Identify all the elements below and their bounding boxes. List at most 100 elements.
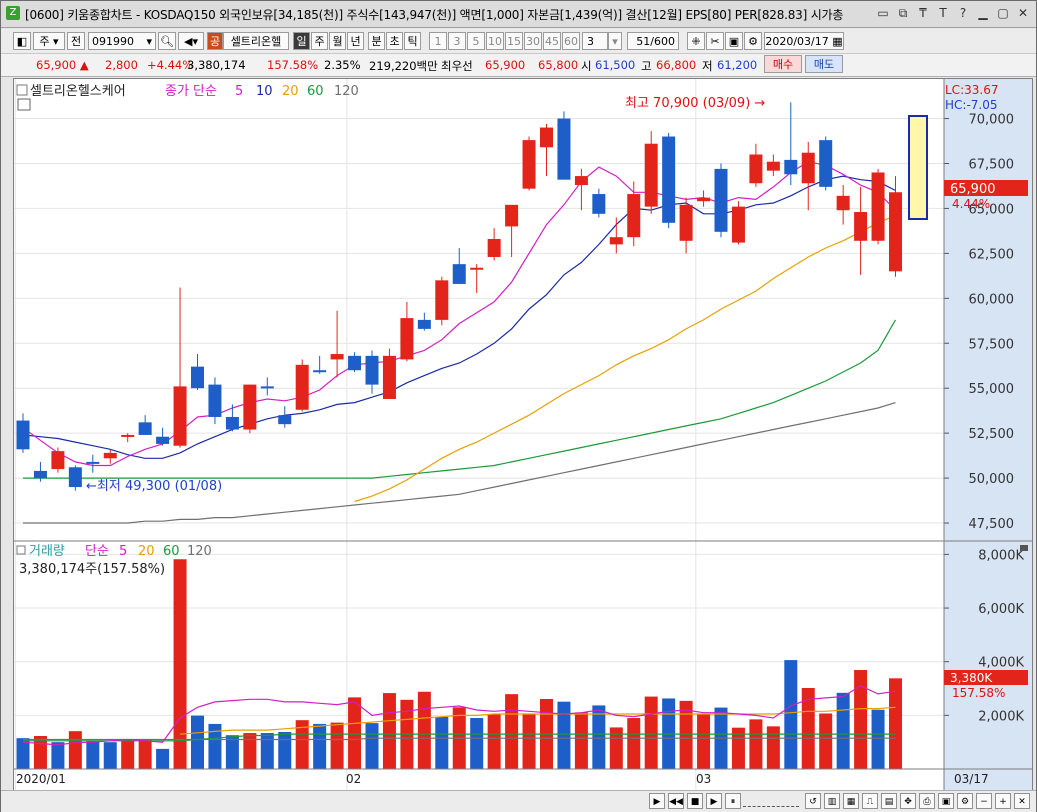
volume-bar[interactable]	[749, 719, 763, 769]
volume-bar[interactable]	[522, 713, 536, 769]
interval-button-15[interactable]: 15	[505, 32, 523, 50]
legend-checkbox-icon[interactable]	[16, 84, 28, 96]
period-button-0[interactable]: 일	[293, 32, 310, 50]
volume-bar[interactable]	[557, 701, 571, 769]
grid-toggle-icon[interactable]	[17, 98, 31, 111]
ma60-line[interactable]	[23, 319, 897, 479]
candle[interactable]	[836, 185, 850, 225]
forecast-box[interactable]	[908, 115, 928, 220]
settings-icon[interactable]: ⚙	[744, 32, 762, 50]
candle[interactable]	[382, 348, 396, 399]
candle[interactable]	[330, 310, 344, 378]
scale-icon[interactable]: ▤	[881, 793, 897, 809]
nav-pause-icon[interactable]: ⏸	[725, 793, 741, 809]
nav-stop-icon[interactable]: ■	[687, 793, 703, 809]
volume-bar[interactable]	[348, 697, 362, 769]
save-icon[interactable]: ▣	[725, 32, 743, 50]
candle[interactable]	[86, 454, 100, 473]
volume-bar[interactable]	[260, 733, 274, 769]
candle[interactable]	[766, 154, 780, 177]
volume-bar[interactable]	[138, 740, 152, 769]
volume-bar[interactable]	[243, 733, 257, 769]
candle[interactable]	[627, 181, 641, 247]
volume-bar[interactable]	[86, 740, 100, 769]
period-button-3[interactable]: 년	[347, 32, 364, 50]
volume-bar[interactable]	[68, 731, 82, 769]
candle[interactable]	[679, 197, 693, 254]
interval-button-30[interactable]: 30	[524, 32, 542, 50]
volume-bar[interactable]	[766, 726, 780, 769]
stock-name[interactable]: 셀트리온헬	[223, 32, 289, 50]
nav-next-icon[interactable]: ▶	[649, 793, 665, 809]
period-button-2[interactable]: 월	[329, 32, 346, 50]
vol-ma5-line[interactable]	[22, 685, 896, 746]
price-legend-ma[interactable]: 종가 단순	[165, 84, 217, 99]
volume-bar[interactable]	[208, 723, 222, 769]
ma20-line[interactable]	[354, 215, 896, 503]
candle-type-icon[interactable]: ▥	[824, 793, 840, 809]
candle[interactable]	[889, 176, 902, 277]
nav-end-icon[interactable]: ▶	[706, 793, 722, 809]
interval-input[interactable]: 3	[582, 32, 608, 50]
candle[interactable]	[505, 204, 519, 257]
vol-ma-legend-5[interactable]: 5	[119, 544, 127, 559]
candle[interactable]	[103, 449, 117, 464]
chart-svg[interactable]: 70,000 67,500 65,000 62,500 60,000 57,500 55,0…	[14, 79, 1032, 791]
candle[interactable]	[278, 406, 292, 428]
volume-bar[interactable]	[173, 559, 187, 769]
volume-bar[interactable]	[871, 709, 885, 769]
candle[interactable]	[16, 413, 30, 453]
help-icon[interactable]: ?	[959, 6, 967, 20]
candle[interactable]	[435, 276, 449, 326]
maximize-icon[interactable]: ▢	[997, 6, 1009, 20]
zoom-slider[interactable]	[743, 796, 799, 807]
zoom-out-icon[interactable]: −	[976, 793, 992, 809]
vol-ma120-line[interactable]	[23, 737, 896, 741]
period-button-1[interactable]: 주	[311, 32, 328, 50]
volume-bar[interactable]	[836, 692, 850, 769]
volume-bar[interactable]	[679, 700, 693, 769]
volume-bar[interactable]	[854, 670, 868, 769]
candle[interactable]	[644, 131, 658, 214]
volume-bar[interactable]	[313, 723, 327, 769]
candle[interactable]	[156, 427, 170, 446]
volume-bar[interactable]	[191, 715, 204, 769]
candle[interactable]	[313, 355, 327, 374]
price-legend-name[interactable]: 셀트리온헬스케어	[30, 84, 126, 99]
buy-button[interactable]: 매수	[764, 55, 802, 73]
candle[interactable]	[731, 201, 745, 245]
vol-ma-legend-120[interactable]: 120	[187, 544, 212, 559]
ma-legend-5[interactable]: 5	[235, 84, 243, 99]
ma-legend-60[interactable]: 60	[307, 84, 324, 99]
minimize-icon[interactable]: ▁	[978, 6, 988, 20]
candle[interactable]	[784, 102, 798, 186]
volume-bar[interactable]	[295, 720, 309, 769]
volume-bar[interactable]	[487, 714, 501, 769]
candle[interactable]	[662, 132, 676, 229]
candle[interactable]	[348, 352, 362, 373]
link-icon[interactable]: ⧉	[898, 6, 908, 20]
volume-legend-checkbox-icon[interactable]	[16, 545, 26, 555]
volume-bar[interactable]	[697, 714, 711, 769]
ma-legend-10[interactable]: 10	[256, 84, 273, 99]
print-icon[interactable]: ⎙	[919, 793, 935, 809]
pin-icon[interactable]: ₸	[919, 6, 927, 20]
sound-icon[interactable]: ◀▾	[178, 32, 204, 50]
candle[interactable]	[225, 404, 239, 432]
candle[interactable]	[557, 111, 571, 180]
interval-dropdown-icon[interactable]: ▾	[608, 32, 622, 50]
zoom-in-icon[interactable]: +	[995, 793, 1011, 809]
volume-bar[interactable]	[225, 735, 239, 769]
scope-button[interactable]: 전	[67, 32, 85, 50]
volume-bar[interactable]	[330, 722, 344, 769]
interval-button-60[interactable]: 60	[562, 32, 580, 50]
candle[interactable]	[400, 301, 414, 362]
candle[interactable]	[68, 465, 82, 491]
capture-icon[interactable]: ▣	[938, 793, 954, 809]
candle[interactable]	[33, 461, 47, 482]
nav-prev-icon[interactable]: ◀◀	[668, 793, 684, 809]
volume-bar[interactable]	[889, 678, 902, 769]
candle[interactable]	[295, 359, 309, 412]
ma-legend-20[interactable]: 20	[282, 84, 299, 99]
volume-bar[interactable]	[784, 660, 798, 769]
